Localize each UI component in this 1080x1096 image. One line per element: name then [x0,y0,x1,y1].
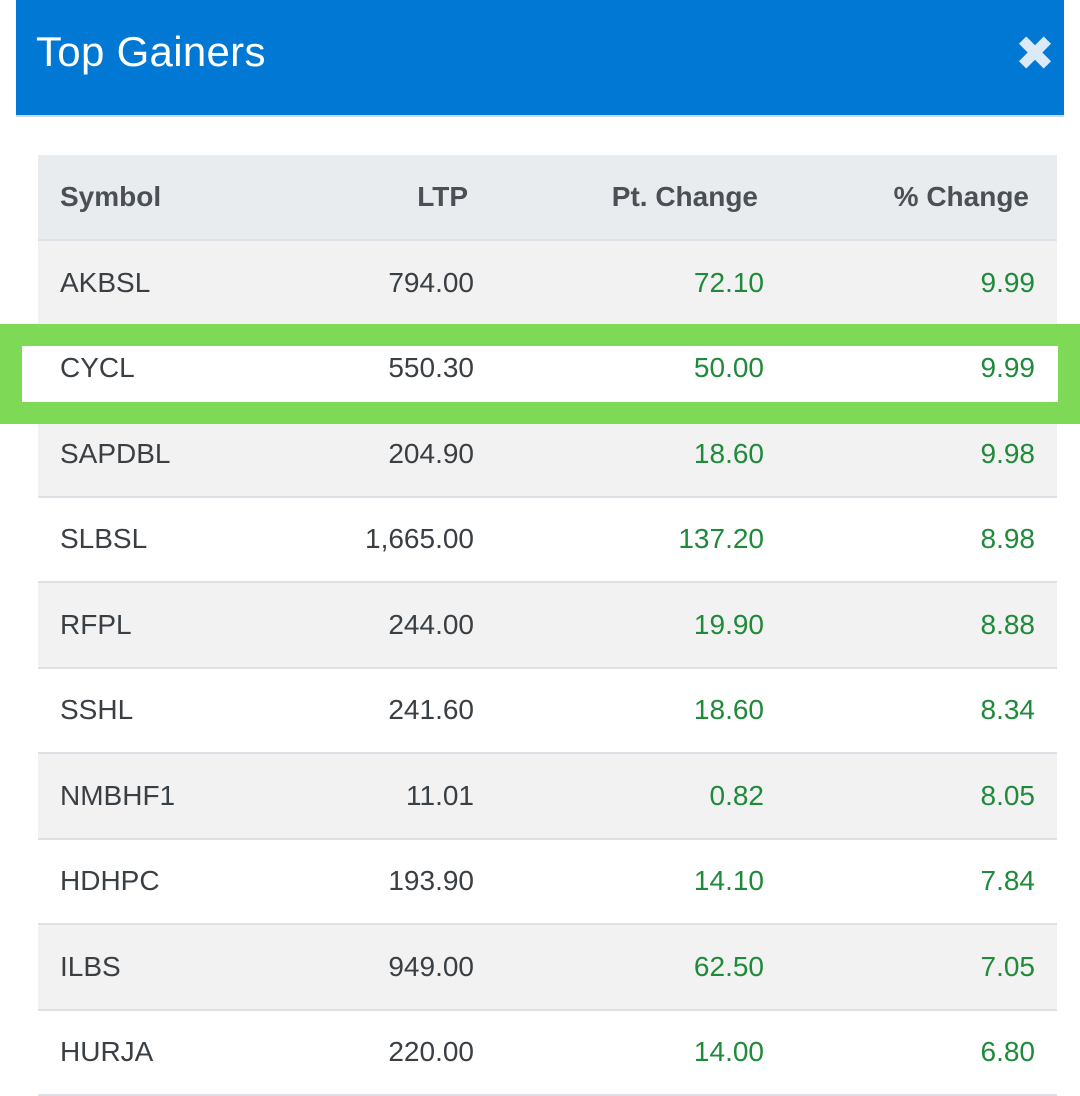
symbol-cell[interactable]: ILBS [38,924,268,1011]
pct-change-cell: 6.80 [786,1009,1057,1096]
ltp-cell: 241.60 [268,667,496,754]
pt-change-cell: 18.60 [496,667,786,754]
pt-change-cell: 72.10 [496,240,786,327]
symbol-cell[interactable]: HDHPC [38,838,268,925]
pct-change-cell: 9.99 [786,240,1057,327]
modal-title: Top Gainers [36,28,266,75]
table-row[interactable]: SLBSL 1,665.00 137.20 8.98 [38,496,1057,583]
symbol-cell[interactable]: SSHL [38,667,268,754]
pct-change-cell: 9.98 [786,411,1057,498]
ltp-cell: 204.90 [268,411,496,498]
symbol-cell[interactable]: CYCL [38,325,268,412]
column-header-symbol[interactable]: Symbol [38,155,268,241]
pt-change-cell: 0.82 [496,753,786,840]
pt-change-cell: 14.00 [496,1009,786,1096]
gainers-table: Symbol LTP Pt. Change % Change AKBSL 794… [38,155,1057,1096]
table-header-row: Symbol LTP Pt. Change % Change [38,155,1057,241]
ltp-cell: 550.30 [268,325,496,412]
pt-change-cell: 18.60 [496,411,786,498]
modal-header: Top Gainers ✖ [16,0,1064,117]
ltp-cell: 949.00 [268,924,496,1011]
pct-change-cell: 8.05 [786,753,1057,840]
pct-change-cell: 7.05 [786,924,1057,1011]
pt-change-cell: 19.90 [496,582,786,669]
pct-change-cell: 8.98 [786,496,1057,583]
pct-change-cell: 7.84 [786,838,1057,925]
table-row[interactable]: AKBSL 794.00 72.10 9.99 [38,240,1057,327]
symbol-cell[interactable]: SLBSL [38,496,268,583]
table-row[interactable]: SAPDBL 204.90 18.60 9.98 [38,411,1057,498]
symbol-cell[interactable]: AKBSL [38,240,268,327]
pt-change-cell: 62.50 [496,924,786,1011]
column-header-pt-change[interactable]: Pt. Change [496,155,786,241]
column-header-pct-change[interactable]: % Change [786,155,1057,241]
ltp-cell: 244.00 [268,582,496,669]
table-row[interactable]: HDHPC 193.90 14.10 7.84 [38,838,1057,925]
ltp-cell: 1,665.00 [268,496,496,583]
pt-change-cell: 14.10 [496,838,786,925]
ltp-cell: 220.00 [268,1009,496,1096]
ltp-cell: 11.01 [268,753,496,840]
pct-change-cell: 9.99 [786,325,1057,412]
table-row[interactable]: SSHL 241.60 18.60 8.34 [38,667,1057,754]
column-header-ltp[interactable]: LTP [268,155,496,241]
pt-change-cell: 137.20 [496,496,786,583]
table-row[interactable]: HURJA 220.00 14.00 6.80 [38,1009,1057,1096]
gainers-table-container: Symbol LTP Pt. Change % Change AKBSL 794… [38,155,1057,1096]
symbol-cell[interactable]: SAPDBL [38,411,268,498]
table-row[interactable]: CYCL 550.30 50.00 9.99 [38,325,1057,412]
symbol-cell[interactable]: HURJA [38,1009,268,1096]
close-button[interactable]: ✖ [1012,26,1058,82]
table-row[interactable]: RFPL 244.00 19.90 8.88 [38,582,1057,669]
symbol-cell[interactable]: NMBHF1 [38,753,268,840]
pt-change-cell: 50.00 [496,325,786,412]
ltp-cell: 193.90 [268,838,496,925]
pct-change-cell: 8.34 [786,667,1057,754]
table-row[interactable]: NMBHF1 11.01 0.82 8.05 [38,753,1057,840]
symbol-cell[interactable]: RFPL [38,582,268,669]
table-row[interactable]: ILBS 949.00 62.50 7.05 [38,924,1057,1011]
ltp-cell: 794.00 [268,240,496,327]
pct-change-cell: 8.88 [786,582,1057,669]
